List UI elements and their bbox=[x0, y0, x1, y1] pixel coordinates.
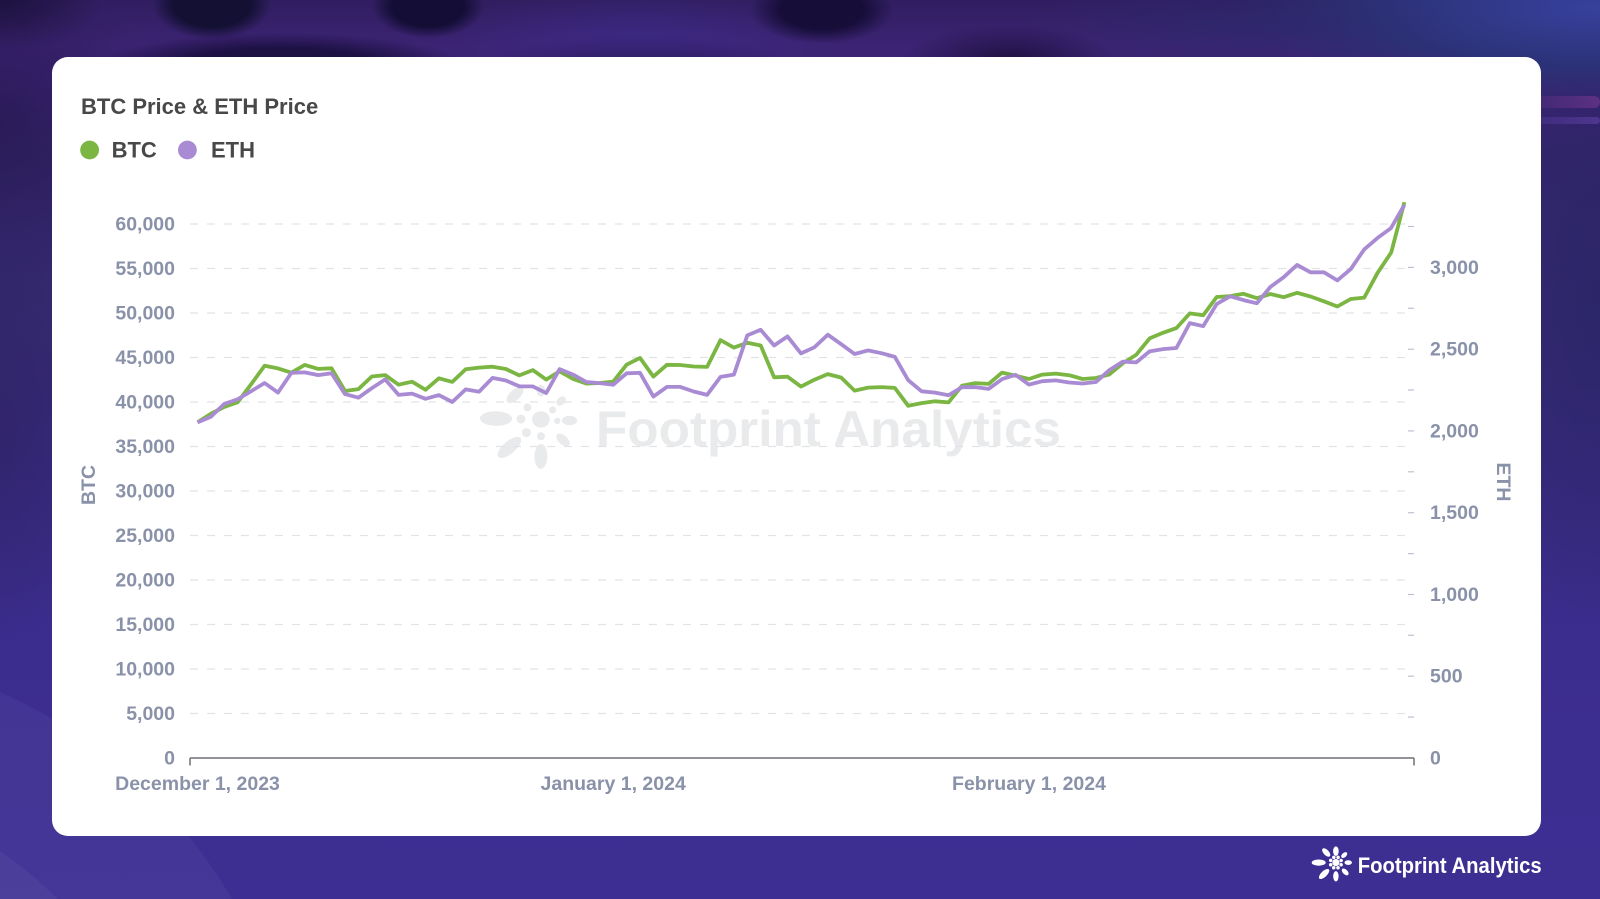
svg-text:45,000: 45,000 bbox=[115, 347, 175, 369]
svg-text:0: 0 bbox=[164, 748, 175, 770]
svg-text:60,000: 60,000 bbox=[115, 214, 175, 236]
svg-text:February 1, 2024: February 1, 2024 bbox=[952, 773, 1106, 795]
svg-text:3,000: 3,000 bbox=[1430, 257, 1479, 279]
svg-text:5,000: 5,000 bbox=[126, 703, 175, 725]
svg-text:BTC: BTC bbox=[112, 138, 157, 163]
svg-text:55,000: 55,000 bbox=[115, 258, 175, 280]
svg-text:BTC Price & ETH Price: BTC Price & ETH Price bbox=[81, 94, 318, 119]
svg-text:20,000: 20,000 bbox=[115, 570, 175, 592]
svg-text:25,000: 25,000 bbox=[115, 525, 175, 547]
svg-text:15,000: 15,000 bbox=[115, 614, 175, 636]
svg-text:BTC: BTC bbox=[78, 465, 100, 505]
svg-text:Footprint Analytics: Footprint Analytics bbox=[596, 401, 1061, 457]
svg-text:500: 500 bbox=[1430, 666, 1463, 688]
svg-text:50,000: 50,000 bbox=[115, 303, 175, 325]
svg-text:1,000: 1,000 bbox=[1430, 584, 1479, 606]
svg-text:30,000: 30,000 bbox=[115, 481, 175, 503]
svg-text:0: 0 bbox=[1430, 748, 1441, 770]
svg-text:January 1, 2024: January 1, 2024 bbox=[541, 773, 686, 795]
svg-text:35,000: 35,000 bbox=[115, 436, 175, 458]
svg-text:December 1, 2023: December 1, 2023 bbox=[115, 773, 280, 795]
svg-text:ETH: ETH bbox=[211, 138, 255, 163]
svg-text:40,000: 40,000 bbox=[115, 392, 175, 414]
svg-text:1,500: 1,500 bbox=[1430, 502, 1479, 524]
svg-text:2,500: 2,500 bbox=[1430, 339, 1479, 361]
svg-text:Footprint Analytics: Footprint Analytics bbox=[1358, 853, 1542, 878]
svg-text:ETH: ETH bbox=[1492, 463, 1514, 502]
svg-text:2,000: 2,000 bbox=[1430, 420, 1479, 442]
svg-text:10,000: 10,000 bbox=[115, 659, 175, 681]
